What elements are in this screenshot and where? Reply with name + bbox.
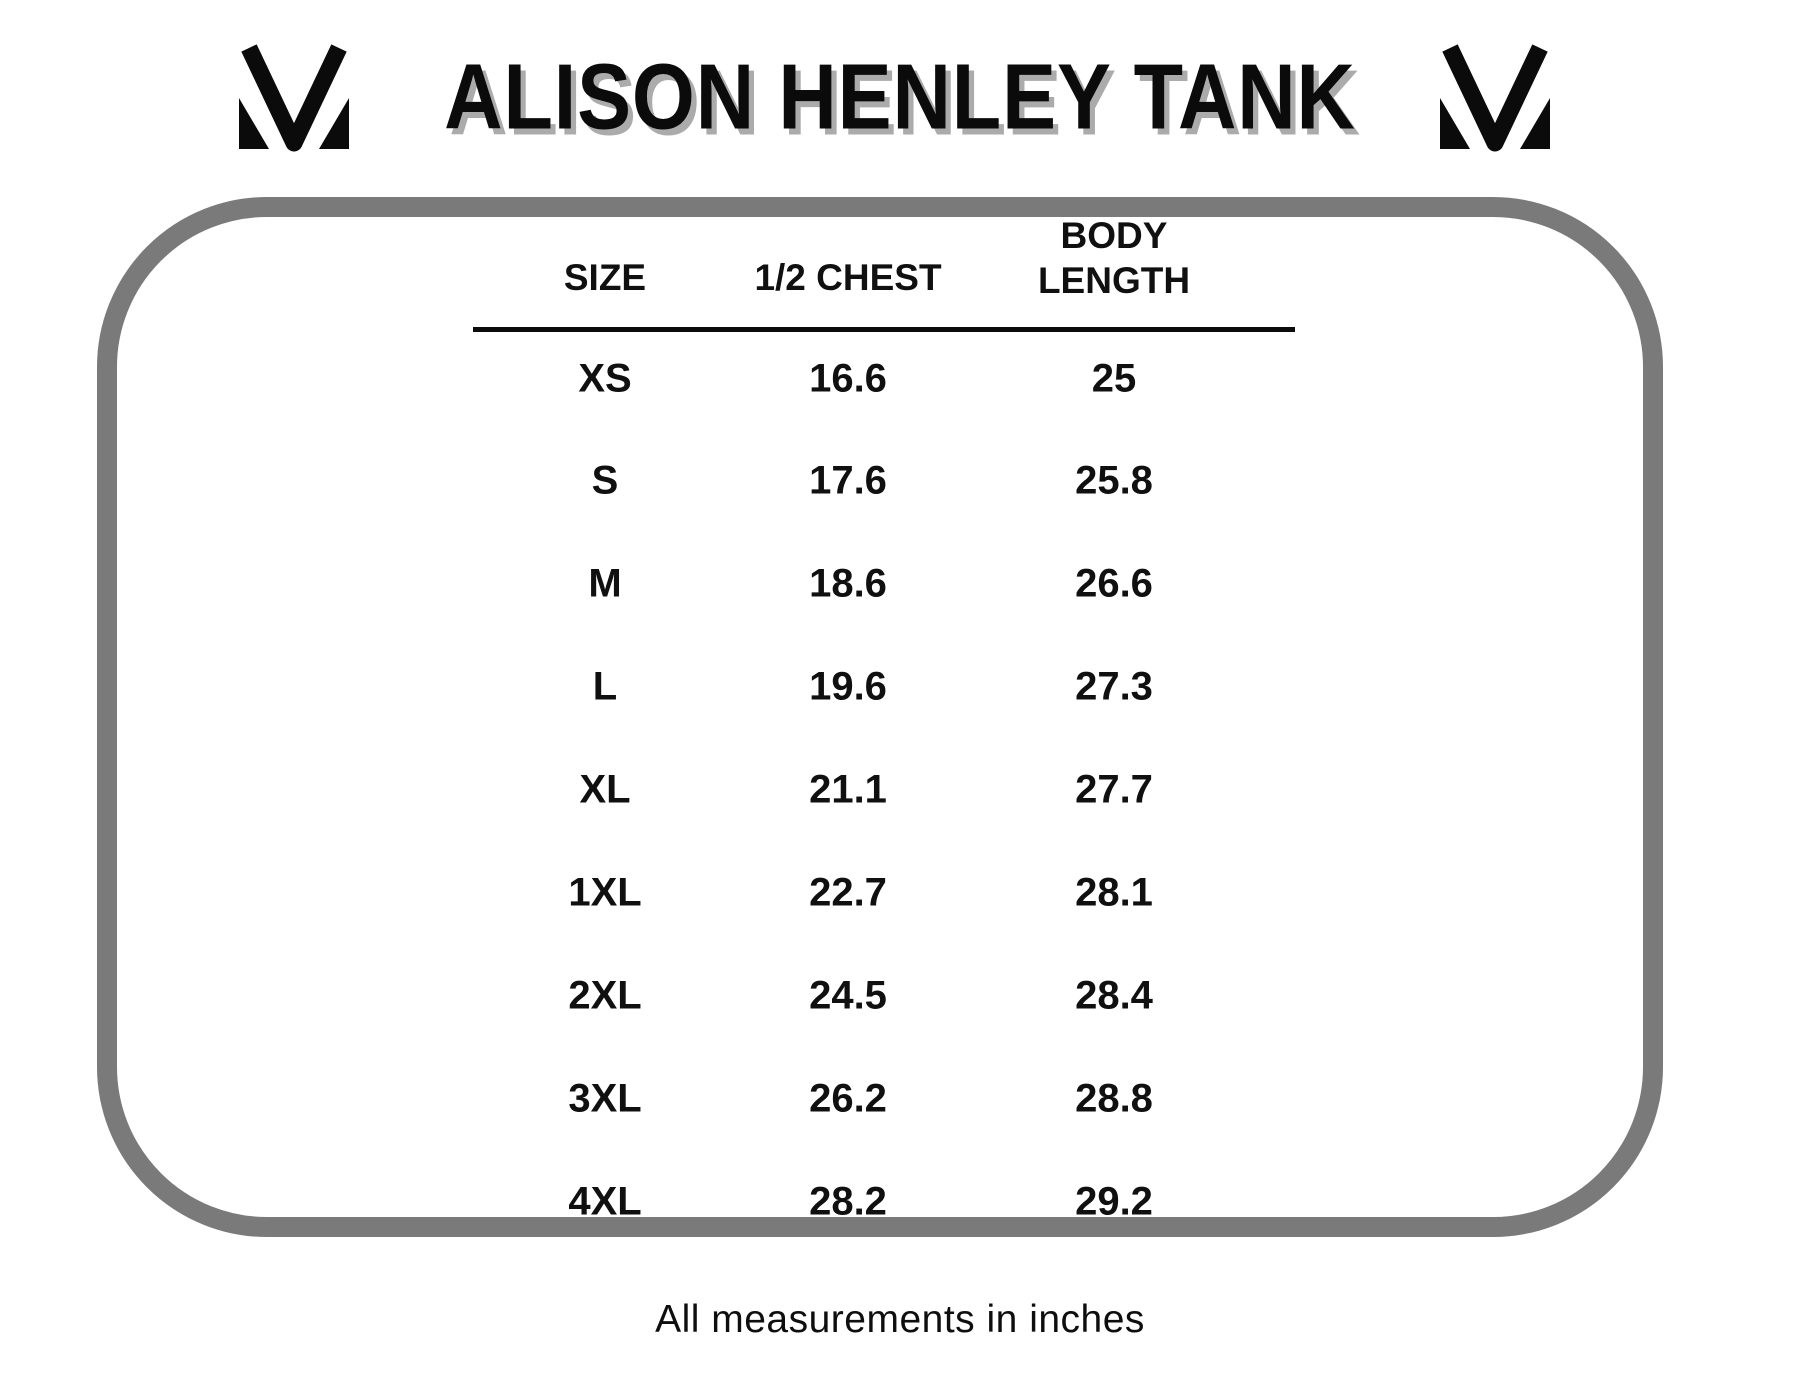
size-label: XL [579,767,631,812]
measurements-note: All measurements in inches [655,1298,1145,1341]
size-label: S [591,458,619,503]
half-chest-value: 18.6 [809,561,887,606]
half-chest-value: 28.2 [809,1179,887,1224]
column-header-body-length: BODY LENGTH [1037,214,1191,301]
size-label: XS [578,356,632,401]
half-chest-value: 19.6 [809,664,887,709]
body-length-value: 26.6 [1075,561,1153,606]
half-chest-value: 24.5 [809,973,887,1018]
size-label: 4XL [568,1179,642,1224]
body-length-value: 27.3 [1075,664,1153,709]
body-length-value: 27.7 [1075,767,1153,812]
size-chart-panel [97,197,1663,1237]
size-label: 1XL [568,870,642,915]
body-length-value: 28.8 [1075,1076,1153,1121]
half-chest-value: 21.1 [809,767,887,812]
body-length-value: 29.2 [1075,1179,1153,1224]
body-length-value: 25 [1091,356,1137,401]
size-label: 2XL [568,973,642,1018]
body-length-value: 28.4 [1075,973,1153,1018]
size-label: M [588,561,622,606]
column-header-half-chest: 1/2 CHEST [754,257,942,298]
header-underline [473,327,1295,332]
half-chest-value: 22.7 [809,870,887,915]
half-chest-value: 26.2 [809,1076,887,1121]
half-chest-value: 17.6 [809,458,887,503]
column-header-size: SIZE [563,257,647,298]
brand-logo-icon [1440,44,1550,152]
body-length-value: 25.8 [1075,458,1153,503]
size-label: 3XL [568,1076,642,1121]
size-label: L [592,664,618,709]
body-length-value: 28.1 [1075,870,1153,915]
half-chest-value: 16.6 [809,356,887,401]
page-title: ALISON HENLEY TANK [444,44,1356,149]
brand-logo-icon [239,44,349,152]
